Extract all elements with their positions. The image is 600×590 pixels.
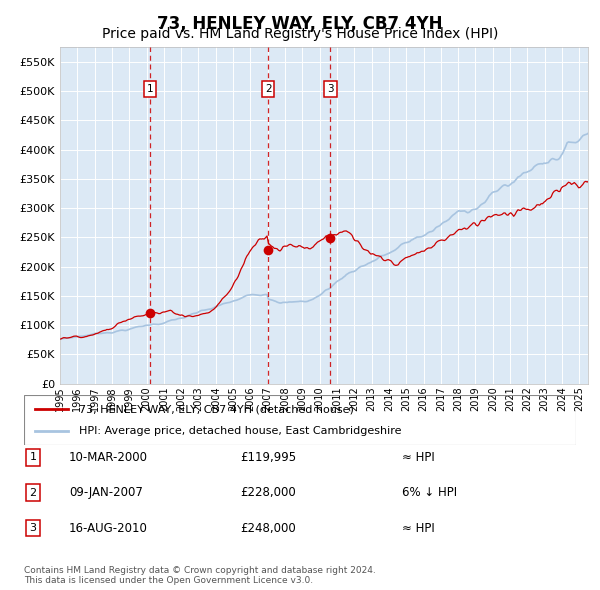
Text: 3: 3	[327, 84, 334, 94]
Text: ≈ HPI: ≈ HPI	[402, 451, 435, 464]
Text: 3: 3	[29, 523, 37, 533]
Text: £228,000: £228,000	[240, 486, 296, 499]
Text: £119,995: £119,995	[240, 451, 296, 464]
Text: ≈ HPI: ≈ HPI	[402, 522, 435, 535]
Text: Contains HM Land Registry data © Crown copyright and database right 2024.
This d: Contains HM Land Registry data © Crown c…	[24, 566, 376, 585]
Text: HPI: Average price, detached house, East Cambridgeshire: HPI: Average price, detached house, East…	[79, 427, 402, 437]
Text: 1: 1	[29, 453, 37, 462]
Text: 2: 2	[29, 488, 37, 497]
Text: 2: 2	[265, 84, 272, 94]
Text: Price paid vs. HM Land Registry's House Price Index (HPI): Price paid vs. HM Land Registry's House …	[102, 27, 498, 41]
Text: 16-AUG-2010: 16-AUG-2010	[69, 522, 148, 535]
Text: £248,000: £248,000	[240, 522, 296, 535]
Text: 6% ↓ HPI: 6% ↓ HPI	[402, 486, 457, 499]
Text: 10-MAR-2000: 10-MAR-2000	[69, 451, 148, 464]
Text: 73, HENLEY WAY, ELY, CB7 4YH: 73, HENLEY WAY, ELY, CB7 4YH	[157, 15, 443, 33]
Text: 09-JAN-2007: 09-JAN-2007	[69, 486, 143, 499]
Text: 1: 1	[146, 84, 153, 94]
Text: 73, HENLEY WAY, ELY, CB7 4YH (detached house): 73, HENLEY WAY, ELY, CB7 4YH (detached h…	[79, 404, 354, 414]
